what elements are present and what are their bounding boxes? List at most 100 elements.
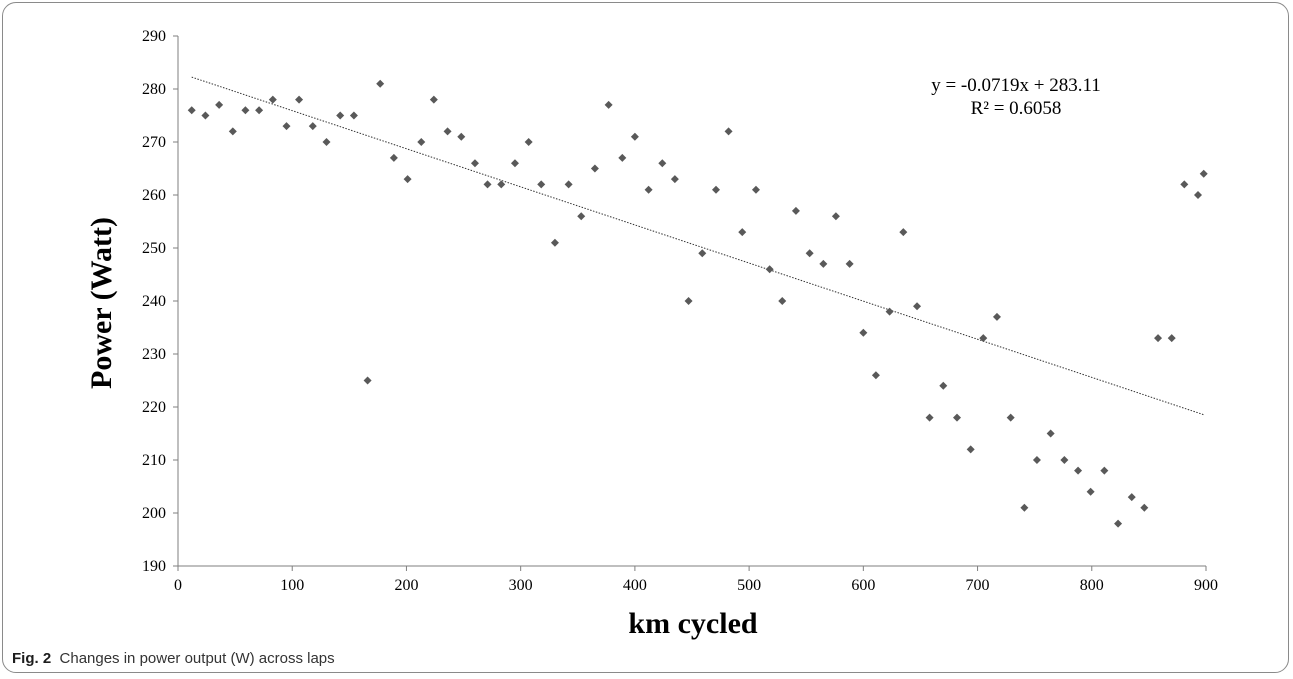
data-point [630, 132, 639, 141]
data-point [618, 153, 627, 162]
data-point [1060, 456, 1069, 464]
data-point [483, 180, 492, 189]
x-tick-label: 0 [174, 577, 182, 594]
data-point [831, 212, 840, 221]
data-point [376, 79, 385, 88]
data-point [470, 159, 479, 168]
y-tick-label: 270 [142, 134, 166, 151]
x-tick-label: 200 [394, 577, 418, 594]
y-tick-label: 250 [142, 240, 166, 257]
data-point [457, 132, 466, 141]
y-tick-label: 220 [142, 399, 166, 416]
data-point [590, 164, 599, 173]
y-tick-label: 240 [142, 293, 166, 310]
data-point [1154, 334, 1163, 343]
data-point [738, 228, 747, 237]
data-point [322, 138, 331, 146]
data-point [1046, 429, 1055, 438]
data-point [913, 302, 922, 311]
data-point [859, 328, 868, 337]
data-point [282, 122, 291, 131]
data-point [845, 259, 854, 268]
data-point [1032, 456, 1041, 464]
data-point [215, 100, 224, 109]
y-tick-label: 210 [142, 452, 166, 469]
y-tick-label: 190 [142, 558, 166, 575]
data-point [819, 259, 828, 268]
data-point [1100, 466, 1109, 475]
data-point [1167, 334, 1176, 343]
data-point [336, 111, 345, 120]
scatter-chart: 190 200 210 220 230 240 250 260 270 280 290 0 100 200… [85, 28, 1218, 640]
data-point [1020, 503, 1029, 512]
data-point [778, 297, 787, 305]
data-point [577, 212, 586, 221]
data-point [925, 413, 934, 422]
data-point [1180, 180, 1189, 189]
data-point [644, 185, 653, 194]
data-point [417, 138, 426, 146]
data-point [429, 95, 438, 104]
data-point [966, 445, 975, 454]
data-point [403, 175, 412, 184]
data-point [684, 297, 693, 305]
trendline-group [191, 76, 1204, 416]
data-point [670, 175, 679, 184]
y-tick-label: 280 [142, 81, 166, 98]
data-point [443, 127, 452, 136]
data-point [1114, 519, 1123, 528]
data-point [765, 265, 774, 274]
figure-caption-text: Changes in power output (W) across laps [59, 650, 335, 667]
x-tick-label: 400 [623, 577, 647, 594]
x-tick-label: 800 [1080, 577, 1104, 594]
data-point [885, 307, 894, 316]
data-point [228, 127, 237, 136]
data-point [751, 185, 760, 194]
data-point [711, 185, 720, 194]
x-tick-label: 600 [851, 577, 875, 594]
figure-caption-label: Fig. 2 [12, 650, 52, 667]
data-point [295, 95, 304, 104]
data-point [899, 228, 908, 237]
y-tick-label: 260 [142, 187, 166, 204]
data-point [791, 206, 800, 215]
data-point [604, 100, 613, 109]
data-point [524, 138, 533, 146]
data-points [187, 79, 1208, 528]
data-point [939, 381, 948, 390]
data-point [308, 122, 317, 131]
trendline-equation: y = -0.0719x + 283.11 [931, 75, 1101, 96]
data-point [952, 413, 961, 422]
data-point [1199, 169, 1208, 178]
data-point [564, 180, 573, 189]
y-tick-label: 200 [142, 505, 166, 522]
x-tick-label: 100 [280, 577, 304, 594]
data-point [510, 159, 519, 168]
data-point [349, 111, 358, 120]
data-point [1127, 493, 1136, 502]
x-tick-label: 500 [737, 577, 761, 594]
data-point [363, 376, 372, 385]
x-axis-title: km cycled [628, 607, 757, 640]
data-point [255, 106, 264, 115]
y-axis-title: Power (Watt) [85, 217, 118, 389]
data-point [268, 95, 277, 104]
data-point [1194, 191, 1203, 199]
data-point [537, 180, 546, 189]
data-point [805, 249, 814, 258]
data-point [1086, 487, 1095, 496]
x-tick-label: 700 [966, 577, 990, 594]
axes: 190 200 210 220 230 240 250 260 270 280 290 0 100 200… [142, 28, 1218, 594]
data-point [1140, 503, 1149, 512]
data-point [698, 249, 707, 258]
x-tick-label: 300 [509, 577, 533, 594]
data-point [724, 127, 733, 136]
data-point [389, 153, 398, 162]
y-tick-label: 290 [142, 28, 166, 45]
trendline-r-squared: R² = 0.6058 [971, 98, 1062, 119]
data-point [1074, 466, 1083, 475]
y-tick-label: 230 [142, 346, 166, 363]
data-point [497, 180, 506, 189]
labels-group: Power (Watt) km cycled y = -0.0719x + 28… [85, 75, 1101, 640]
